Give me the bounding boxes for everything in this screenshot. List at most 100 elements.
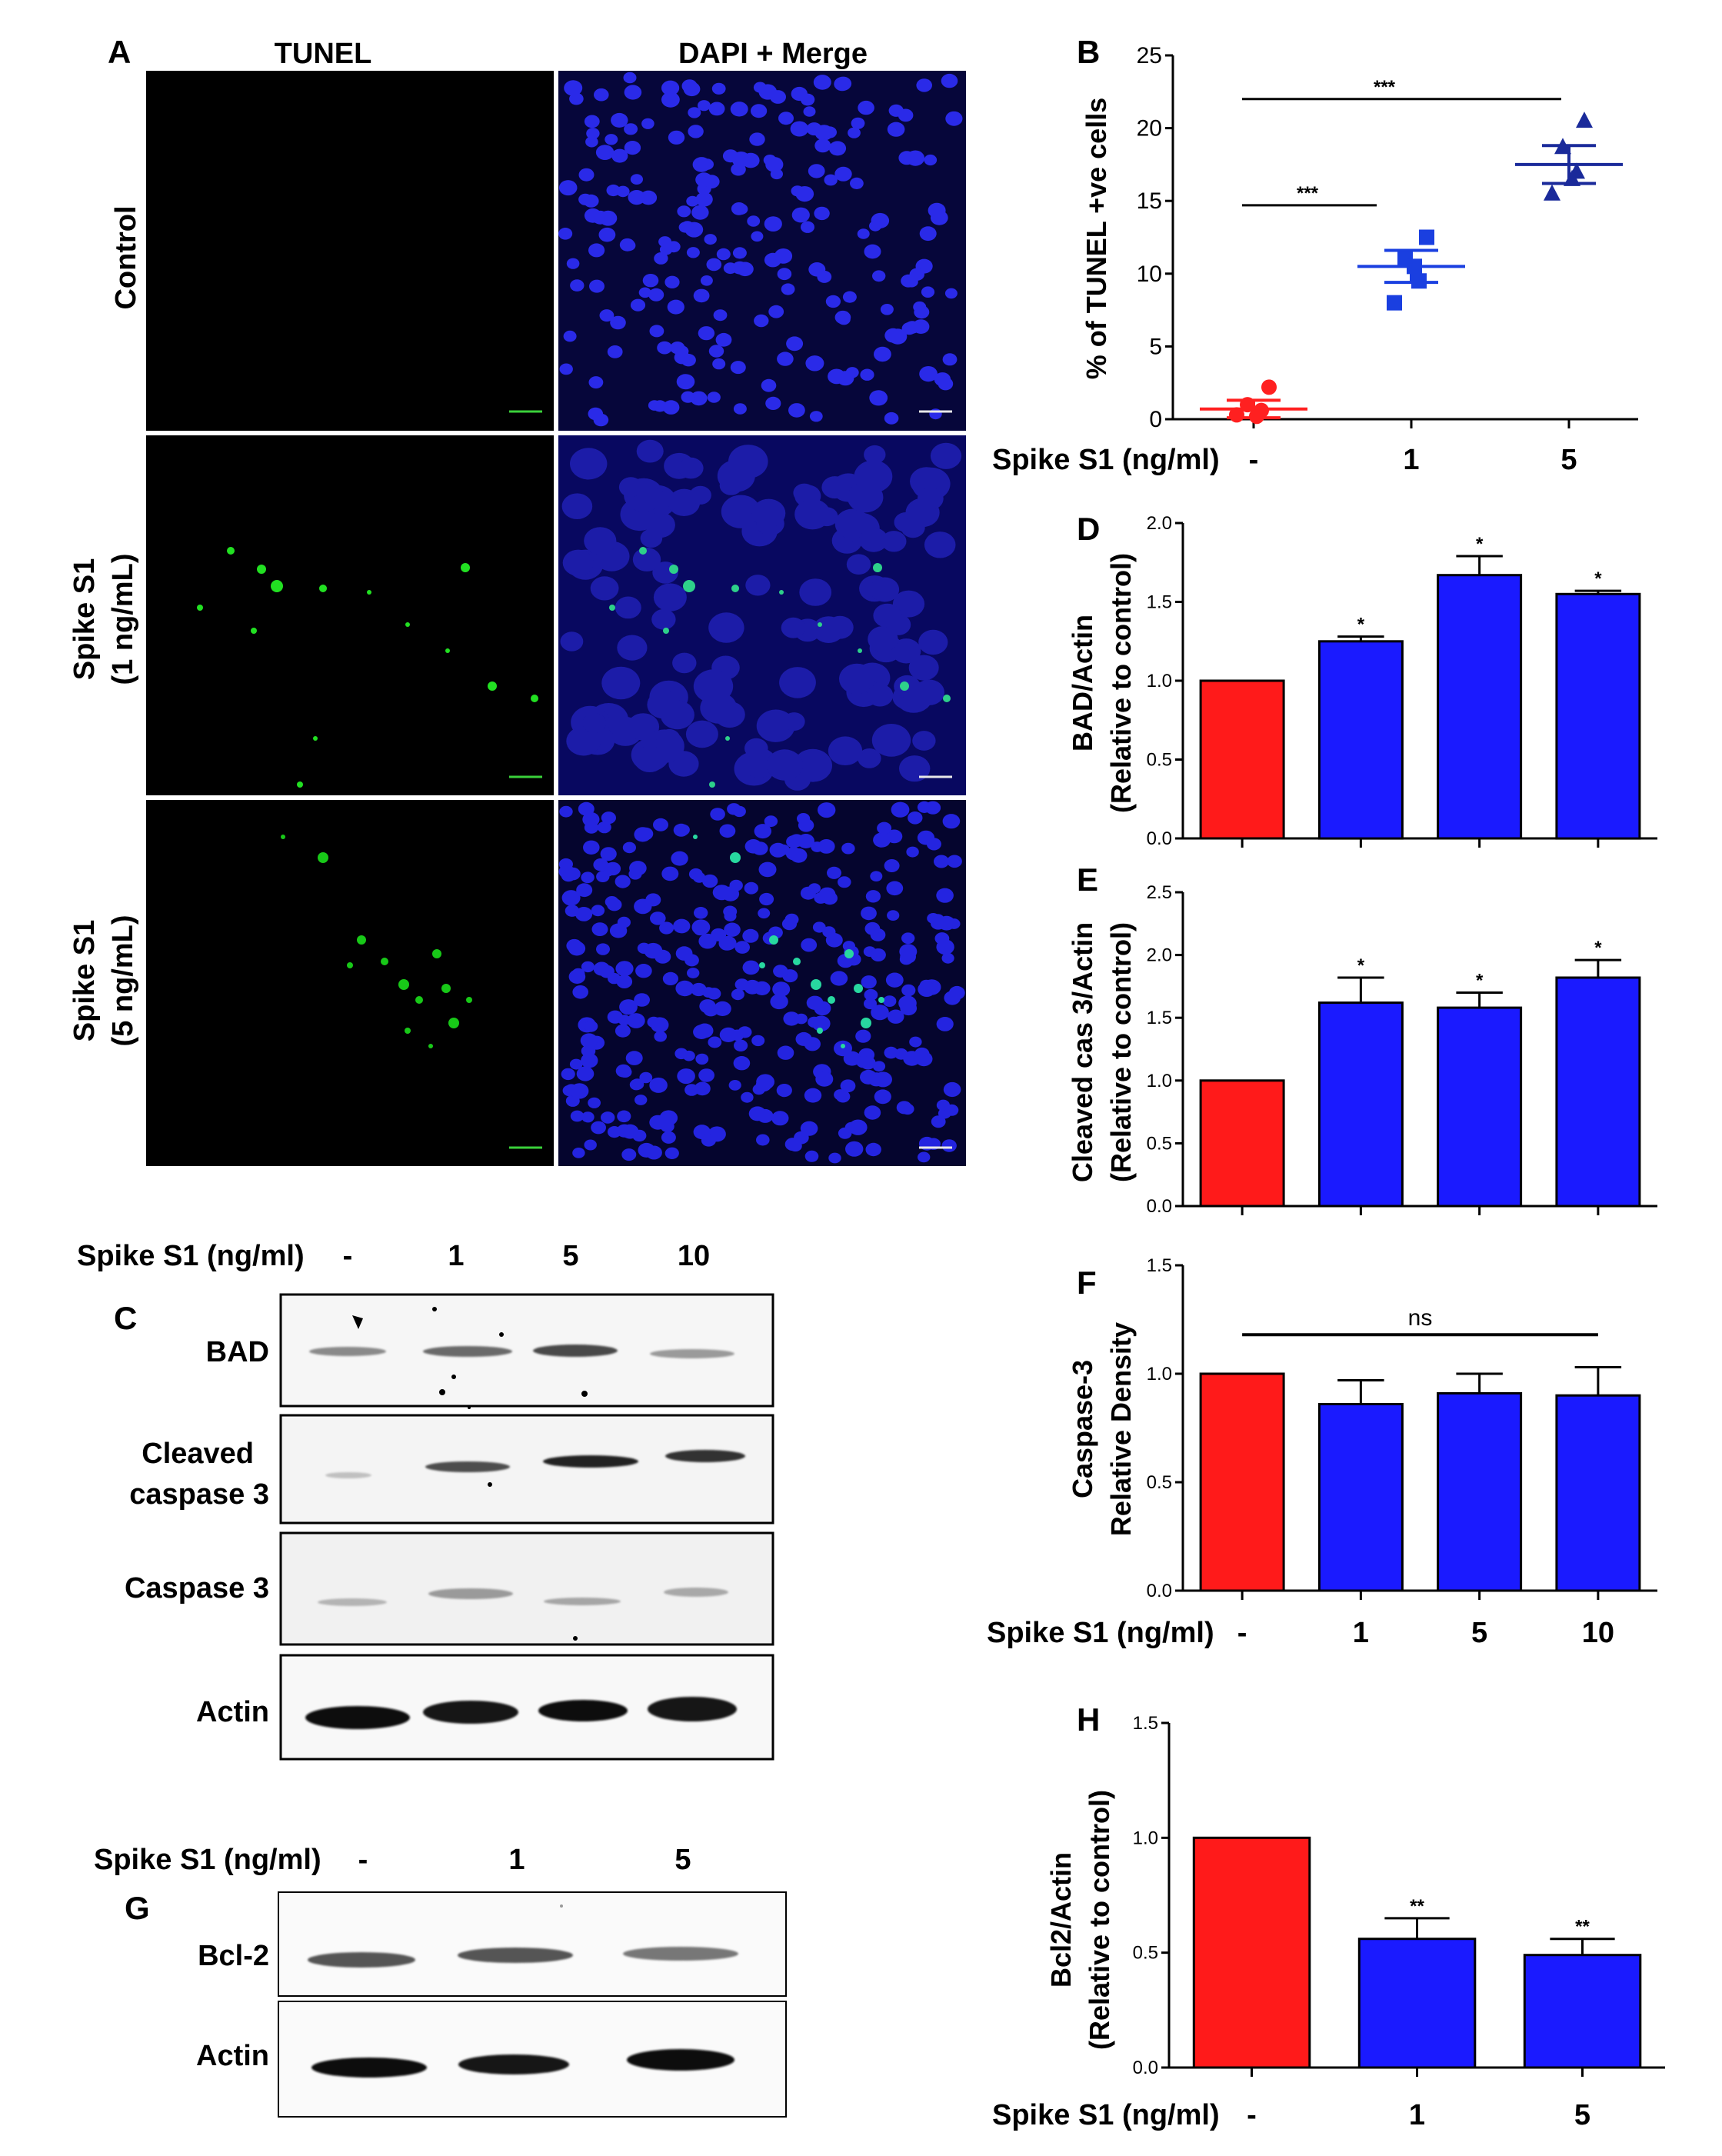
nucleus <box>651 608 676 630</box>
nucleus <box>747 215 761 227</box>
nucleus <box>642 274 659 288</box>
tunel-positive-cell <box>281 835 285 839</box>
bar <box>1555 976 1641 1208</box>
column-header-tunel: TUNEL <box>275 38 372 70</box>
nucleus <box>947 855 962 868</box>
nucleus <box>812 616 844 643</box>
nucleus <box>753 82 767 93</box>
y-tick-label: 1.0 <box>1133 1828 1158 1848</box>
nucleus <box>919 366 938 382</box>
nucleus <box>694 907 708 919</box>
band-bcl2-lane-0 <box>308 1952 415 1968</box>
nucleus <box>786 336 804 352</box>
nucleus <box>673 823 689 837</box>
panel-label-f: F <box>1077 1265 1097 1301</box>
nucleus <box>664 1147 679 1160</box>
tunel-positive-cell <box>793 958 801 965</box>
tunel-positive-cell <box>811 979 821 990</box>
nucleus <box>731 988 744 1001</box>
nucleus <box>834 166 852 182</box>
nucleus <box>874 1071 892 1088</box>
nucleus <box>906 846 919 858</box>
nucleus <box>605 134 618 145</box>
nucleus <box>818 839 835 854</box>
nucleus <box>693 1025 711 1039</box>
row-label-spike-1: Spike S1 <box>68 558 101 680</box>
tunel-positive-cell <box>448 1018 459 1028</box>
nucleus <box>855 1029 871 1043</box>
bar <box>1199 1079 1285 1208</box>
nucleus <box>790 121 809 137</box>
nucleus <box>885 972 904 988</box>
scale-bars <box>509 410 952 1149</box>
chart-h: 0.0 0.5 1.0 1.5 - ** 1 ** 5 <box>1133 1713 1642 2131</box>
tunel-positive-cell <box>197 605 203 611</box>
x-category-label: - <box>1237 1617 1247 1649</box>
nucleus <box>781 617 806 638</box>
nucleus <box>785 847 801 861</box>
nucleus <box>806 995 824 1011</box>
nucleus <box>563 330 577 342</box>
tunel-positive-cell <box>466 997 472 1003</box>
nucleus <box>768 305 784 318</box>
y-tick-label: 0.0 <box>1147 1581 1172 1601</box>
significance-mark: * <box>1357 615 1365 635</box>
nucleus <box>751 498 786 528</box>
nucleus <box>693 288 710 303</box>
nucleus <box>783 712 805 731</box>
tunel-positive-cell <box>943 695 951 702</box>
panel-label-e: E <box>1077 861 1098 898</box>
nucleus <box>906 150 925 166</box>
nucleus <box>608 972 621 985</box>
x-category-label: - <box>1249 444 1259 476</box>
nucleus <box>686 195 699 207</box>
nucleus <box>601 666 641 700</box>
band-bad-lane-2 <box>533 1345 618 1357</box>
nucleus <box>713 309 728 322</box>
nucleus <box>560 631 584 651</box>
band-actin-c-lane-1 <box>423 1701 518 1724</box>
nucleus <box>797 834 815 848</box>
nucleus <box>617 635 648 661</box>
nuclei-spike1 <box>560 439 962 791</box>
nucleus <box>561 1068 575 1081</box>
nucleus <box>588 376 604 389</box>
panel-a: A TUNEL DAPI + Merge Control Spike S1 (1… <box>68 34 966 1166</box>
panel-label-g: G <box>125 1890 150 1926</box>
nucleus <box>690 391 708 406</box>
panel-label-c: C <box>114 1300 137 1336</box>
nucleus <box>848 127 861 138</box>
nucleus <box>588 407 604 421</box>
nucleus <box>639 1071 653 1084</box>
nucleus <box>708 612 744 643</box>
nucleus <box>886 829 903 844</box>
nucleus <box>659 1110 678 1126</box>
nucleus <box>770 90 786 104</box>
nucleus <box>634 993 650 1007</box>
nucleus <box>575 907 593 921</box>
nucleus <box>699 999 716 1014</box>
nucleus <box>728 445 768 478</box>
nucleus <box>881 531 907 552</box>
y-tick-label: 2.0 <box>1147 513 1172 534</box>
nucleus <box>915 1051 933 1067</box>
nucleus <box>607 345 623 358</box>
nucleus <box>779 667 816 698</box>
nucleus <box>776 1084 792 1098</box>
nucleus <box>688 125 704 138</box>
nucleus <box>929 408 942 420</box>
tunel-positive-cell <box>709 781 715 788</box>
nucleus <box>688 107 701 118</box>
nucleus <box>912 319 930 334</box>
nucleus <box>584 527 617 555</box>
y-tick-label: 1.0 <box>1147 671 1172 691</box>
band-label-bcl2: Bcl-2 <box>198 1940 269 1972</box>
nucleus <box>596 943 610 955</box>
nucleus <box>901 984 916 997</box>
nucleus <box>869 220 882 232</box>
band-bcl2-lane-1 <box>458 1948 573 1963</box>
nucleus <box>835 1090 851 1103</box>
y-tick-label: 20 <box>1137 116 1162 142</box>
nucleus <box>930 210 948 225</box>
nucleus <box>661 866 679 881</box>
